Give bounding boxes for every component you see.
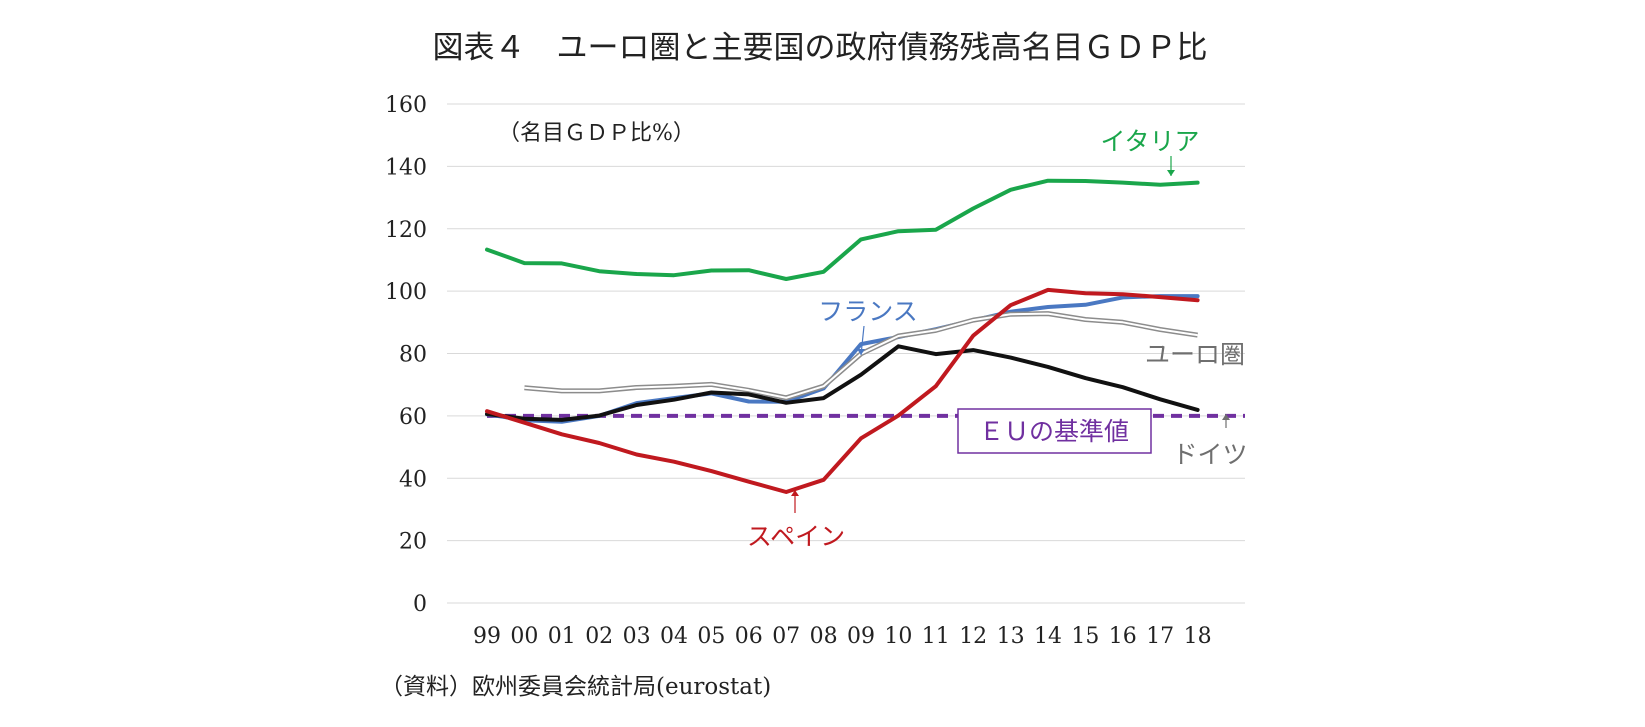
series-label: フランス <box>818 297 918 326</box>
label-arrowhead <box>1167 170 1175 176</box>
x-tick-label: 18 <box>1184 624 1212 649</box>
y-tick-label: 20 <box>399 530 427 555</box>
y-tick-label: 140 <box>385 155 427 180</box>
series-line-スペイン <box>485 287 1200 494</box>
x-tick-label: 12 <box>959 624 987 649</box>
grid <box>447 103 1245 604</box>
y-tick-label: 40 <box>399 467 427 492</box>
y-tick-label: 80 <box>399 343 427 368</box>
x-tick-label: 13 <box>997 624 1025 649</box>
x-tick-label: 11 <box>922 624 950 649</box>
x-tick-label: 06 <box>735 624 763 649</box>
x-tick-label: 15 <box>1071 624 1099 649</box>
series-label: スペイン <box>747 522 845 551</box>
label-arrowhead <box>1222 414 1230 420</box>
label-arrowhead <box>857 349 865 355</box>
x-tick-label: 01 <box>548 624 576 649</box>
eu-reference-label: ＥＵの基準値 <box>979 417 1129 446</box>
series-line-イタリア <box>485 178 1200 281</box>
x-tick-label: 03 <box>623 624 651 649</box>
x-tick-label: 07 <box>772 624 800 649</box>
y-tick-label: 0 <box>413 592 427 617</box>
x-tick-label: 00 <box>510 624 538 649</box>
x-tick-label: 99 <box>473 624 501 649</box>
x-tick-label: 10 <box>884 624 912 649</box>
x-tick-label: 14 <box>1034 624 1062 649</box>
series-lines <box>485 178 1200 494</box>
y-tick-label: 100 <box>385 280 427 305</box>
series-label: ドイツ <box>1172 440 1247 469</box>
x-axis-ticks: 99 00 01 02 03 04 05 06 07 08 09 10 11 12 13 14 15 16 17 18 <box>473 624 1212 649</box>
source-note: （資料）欧州委員会統計局(eurostat) <box>380 674 771 700</box>
x-tick-label: 09 <box>847 624 875 649</box>
x-tick-label: 04 <box>660 624 688 649</box>
series-line-ドイツ <box>485 344 1200 422</box>
series-label: ユーロ圏 <box>1145 340 1245 369</box>
x-tick-label: 17 <box>1146 624 1174 649</box>
eu-reference-box <box>957 408 1152 454</box>
unit-note: （名目ＧＤＰ比%） <box>498 121 695 146</box>
x-tick-label: 16 <box>1109 624 1137 649</box>
chart-title: 図表４ ユーロ圏と主要国の政府債務残高名目ＧＤＰ比 <box>433 30 1208 66</box>
eu-reference: ＥＵの基準値 <box>487 408 1245 454</box>
y-tick-label: 120 <box>385 218 427 243</box>
series-line-eurozone-outline <box>524 311 1198 401</box>
y-axis-ticks: 0 20 40 60 80 100 120 140 160 <box>385 93 427 617</box>
x-tick-label: 08 <box>810 624 838 649</box>
series-label: イタリア <box>1100 127 1199 156</box>
label-arrowhead <box>791 490 799 496</box>
y-tick-label: 160 <box>385 93 427 118</box>
y-tick-label: 60 <box>399 405 427 430</box>
x-tick-label: 02 <box>585 624 613 649</box>
x-tick-label: 05 <box>697 624 725 649</box>
